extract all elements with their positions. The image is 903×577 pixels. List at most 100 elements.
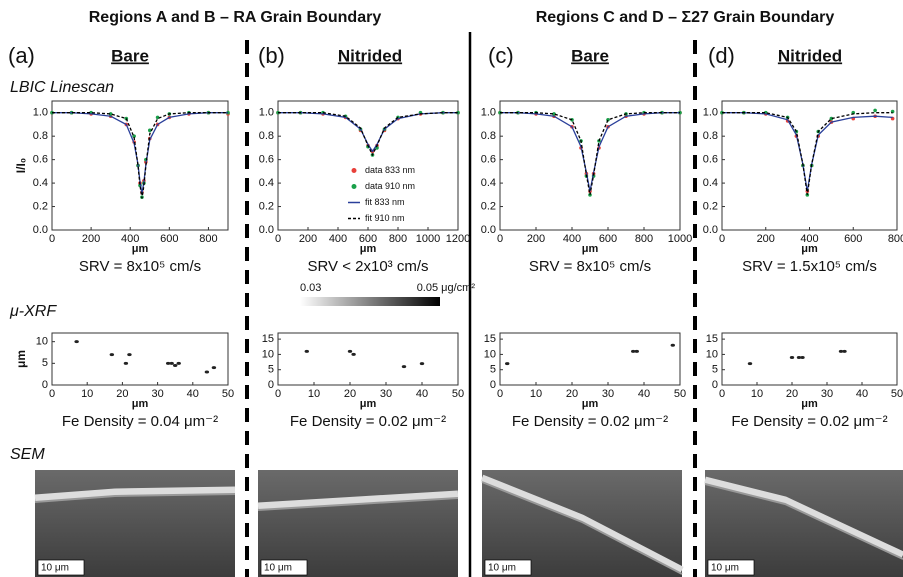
x-axis-label: μm (801, 398, 818, 410)
y-tick-label: 0.0 (703, 224, 718, 236)
scale-bar: 10 μm (488, 563, 516, 574)
fe-spot (842, 349, 847, 353)
fe-spot (800, 355, 805, 359)
grain-boundary (480, 474, 684, 574)
x-tick-label: 0 (497, 233, 503, 245)
x-axis-label: μm (132, 398, 149, 410)
y-tick-label: 5 (712, 364, 718, 376)
x-tick-label: 40 (187, 388, 199, 400)
x-tick-label: 0 (49, 233, 55, 245)
y-tick-label: 15 (262, 333, 274, 345)
y-tick-label: 0 (42, 379, 48, 391)
fe-spot (747, 362, 753, 366)
y-axis-label: μm (14, 350, 28, 368)
y-tick-label: 15 (484, 333, 496, 345)
x-tick-label: 50 (222, 388, 234, 400)
legend-label: data 833 nm (365, 165, 415, 175)
annotation: Fe Density = 0.04 μm⁻² (62, 413, 218, 430)
legend-label: data 910 nm (365, 181, 415, 191)
plot-frame (721, 100, 898, 231)
panel-title: Nitrided (338, 46, 402, 65)
scale-bar: 10 μm (711, 563, 739, 574)
fe-spot (419, 362, 425, 366)
annotation: SRV = 1.5x10⁵ cm/s (742, 258, 877, 275)
plot-frame (499, 332, 681, 386)
data-point (147, 128, 152, 133)
y-tick-label: 1.0 (481, 107, 496, 119)
y-tick-label: 5 (490, 364, 496, 376)
x-tick-label: 30 (380, 388, 392, 400)
y-tick-label: 10 (484, 348, 496, 360)
fe-spot (347, 349, 353, 353)
y-tick-label: 0.2 (33, 200, 48, 212)
x-tick-label: 600 (599, 233, 617, 245)
x-tick-label: 0 (719, 233, 725, 245)
legend-swatch (351, 184, 357, 189)
y-tick-label: 0 (268, 379, 274, 391)
data-point (132, 134, 136, 138)
y-tick-label: 0.8 (703, 130, 718, 142)
x-tick-label: 40 (416, 388, 428, 400)
grain-boundary-edge (257, 497, 459, 511)
fit-line (722, 112, 893, 195)
x-tick-label: 10 (530, 388, 542, 400)
x-tick-label: 200 (299, 233, 317, 245)
fe-spot (165, 361, 171, 365)
y-tick-label: 0.4 (259, 177, 274, 189)
x-tick-label: 600 (359, 233, 377, 245)
y-tick-label: 0.2 (259, 200, 274, 212)
x-tick-label: 400 (563, 233, 581, 245)
y-tick-label: 0.6 (703, 154, 718, 166)
x-tick-label: 0 (275, 388, 281, 400)
y-tick-label: 1.0 (259, 107, 274, 119)
grain-boundary (257, 490, 459, 510)
grain-boundary-edge (704, 483, 903, 560)
plot-frame (51, 100, 229, 231)
x-tick-label: 50 (891, 388, 903, 400)
x-tick-label: 0 (719, 388, 725, 400)
x-tick-label: 0 (275, 233, 281, 245)
x-tick-label: 600 (844, 233, 862, 245)
x-axis-label: μm (582, 243, 599, 255)
x-tick-label: 400 (329, 233, 347, 245)
x-tick-label: 1000 (668, 233, 692, 245)
x-axis-label: μm (360, 243, 377, 255)
panel-label: (c) (488, 43, 514, 68)
y-tick-label: 5 (42, 357, 48, 369)
fe-spot (796, 355, 802, 359)
x-tick-label: 200 (527, 233, 545, 245)
fe-spot (304, 349, 309, 353)
fe-spot (176, 361, 181, 365)
panel-title: Nitrided (778, 46, 842, 65)
annotation: Fe Density = 0.02 μm⁻² (731, 413, 887, 430)
annotation: Fe Density = 0.02 μm⁻² (290, 413, 446, 430)
y-tick-label: 5 (268, 364, 274, 376)
data-point (829, 116, 834, 121)
fe-spot (351, 352, 356, 356)
fe-spot (204, 370, 210, 374)
fe-spot (670, 343, 675, 347)
scale-bar: 10 μm (41, 563, 69, 574)
annotation: SRV = 8x10⁵ cm/s (79, 258, 201, 275)
y-tick-label: 0.2 (703, 200, 718, 212)
fe-spot (109, 353, 115, 357)
scale-bar: 10 μm (264, 563, 292, 574)
y-tick-label: 0.6 (33, 154, 48, 166)
x-axis-label: μm (360, 398, 377, 410)
x-tick-label: 20 (344, 388, 356, 400)
panel-title: Bare (571, 46, 609, 65)
y-axis-label: I/I₀ (14, 158, 28, 173)
annotation: SRV < 2x10³ cm/s (307, 258, 428, 275)
colorbar (300, 297, 440, 306)
plot-frame (277, 332, 459, 386)
plot-frame (499, 100, 681, 231)
x-axis-label: μm (132, 243, 149, 255)
fe-spot (211, 366, 217, 370)
x-axis-label: μm (582, 398, 599, 410)
y-tick-label: 0.8 (259, 130, 274, 142)
y-tick-label: 15 (706, 333, 718, 345)
annotation: Fe Density = 0.02 μm⁻² (512, 413, 668, 430)
x-tick-label: 30 (821, 388, 833, 400)
x-axis-label: μm (801, 243, 818, 255)
x-tick-label: 30 (602, 388, 614, 400)
